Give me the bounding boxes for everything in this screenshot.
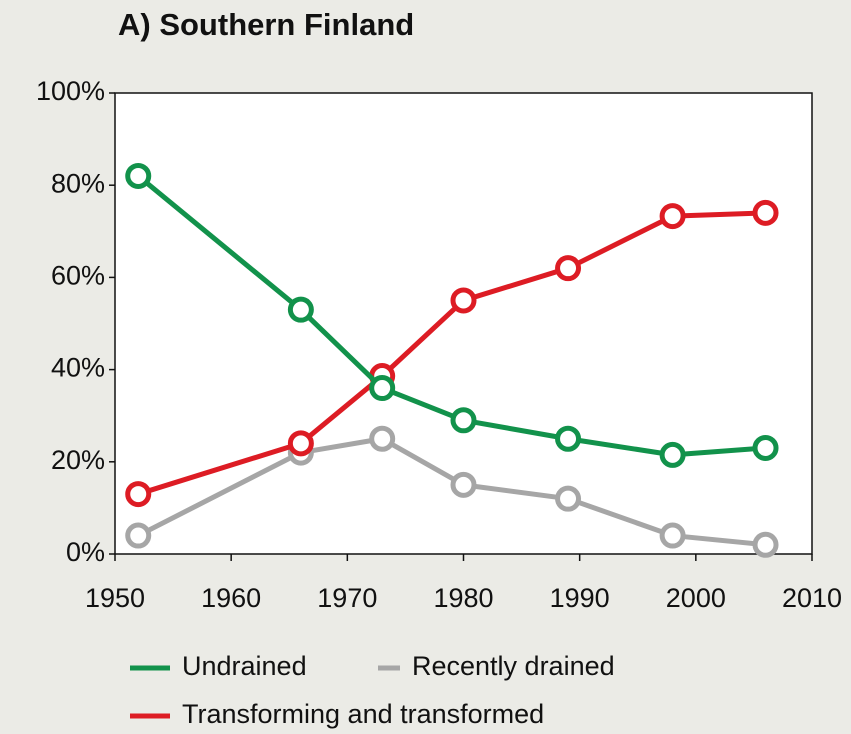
legend-label: Recently drained	[412, 651, 615, 681]
y-tick-label: 100%	[36, 76, 105, 106]
point	[555, 485, 582, 512]
point	[555, 255, 582, 282]
x-tick-label: 1970	[317, 583, 377, 613]
chart-title: A) Southern Finland	[118, 7, 414, 42]
point	[752, 531, 779, 558]
y-tick-label: 20%	[51, 445, 105, 475]
legend-label: Transforming and transformed	[182, 699, 544, 729]
point	[555, 425, 582, 452]
point	[752, 434, 779, 461]
y-tick-label: 80%	[51, 168, 105, 198]
point	[125, 481, 152, 508]
point	[659, 441, 686, 468]
point	[369, 425, 396, 452]
x-tick-label: 1950	[85, 583, 145, 613]
point	[369, 375, 396, 402]
point	[287, 296, 314, 323]
y-tick-label: 40%	[51, 353, 105, 383]
x-tick-label: 2000	[666, 583, 726, 613]
x-tick-label: 1980	[433, 583, 493, 613]
point	[125, 162, 152, 189]
point	[659, 203, 686, 230]
x-tick-label: 2010	[782, 583, 842, 613]
y-tick-label: 0%	[66, 537, 105, 567]
point	[450, 471, 477, 498]
point	[125, 522, 152, 549]
point	[450, 407, 477, 434]
point	[752, 199, 779, 226]
point	[287, 430, 314, 457]
x-tick-label: 1960	[201, 583, 261, 613]
x-tick-label: 1990	[550, 583, 610, 613]
point	[659, 522, 686, 549]
point	[450, 287, 477, 314]
y-tick-label: 60%	[51, 261, 105, 291]
legend-label: Undrained	[182, 651, 307, 681]
